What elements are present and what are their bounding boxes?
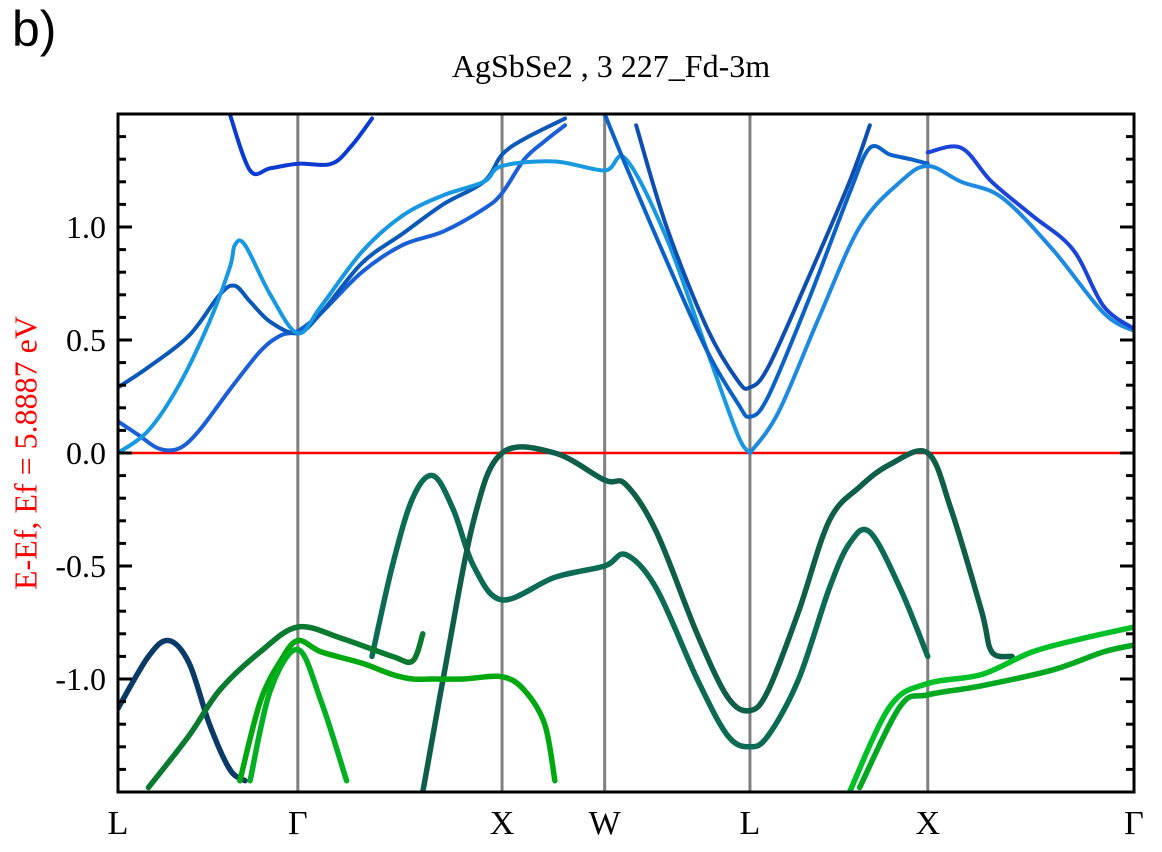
y-tick-label: 0.5 <box>66 322 106 358</box>
y-tick-label: -0.5 <box>55 548 106 584</box>
k-point-label: W <box>589 805 622 842</box>
k-point-label: L <box>740 805 761 842</box>
chart-title: AgSbSe2 , 3 227_Fd-3m <box>451 48 771 84</box>
bands <box>118 114 1134 792</box>
band-vb8 <box>856 642 1134 791</box>
y-tick-label: 1.0 <box>66 209 106 245</box>
band-cb5 <box>602 114 930 420</box>
k-point-label: X <box>915 805 940 842</box>
y-tick-label: -1.0 <box>55 661 106 697</box>
band-vb3 <box>118 637 248 784</box>
k-point-label: L <box>108 805 129 842</box>
y-axis-ticks: -1.0 -0.5 0.0 0.5 1.0 <box>55 135 1134 771</box>
k-point-label: Γ <box>288 805 308 842</box>
k-point-label: Γ <box>1124 805 1144 842</box>
band-cb7 <box>747 163 1134 455</box>
band-cb8 <box>925 144 1134 331</box>
panel-label: b) <box>12 1 57 57</box>
band-vb1 <box>369 472 931 750</box>
band-vb4 <box>145 623 426 791</box>
y-tick-label: 0.0 <box>66 435 106 471</box>
k-point-label: X <box>490 805 515 842</box>
band-vb7 <box>846 624 1134 792</box>
band-vb2 <box>420 444 1015 792</box>
band-vb6 <box>247 646 350 784</box>
band-cb3 <box>118 154 752 455</box>
band-vb5 <box>237 637 558 784</box>
band-cb4 <box>227 114 374 177</box>
band-cb6 <box>634 123 872 391</box>
